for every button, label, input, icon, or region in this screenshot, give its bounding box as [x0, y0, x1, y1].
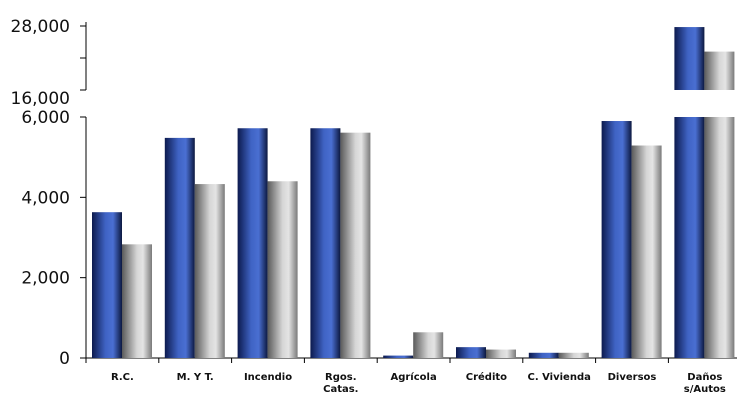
- y-tick-label: 6,000: [21, 108, 70, 128]
- x-tick-label: Agrícola: [390, 371, 436, 383]
- x-tick-label: R.C.: [111, 372, 134, 383]
- labels: R.C. M. Y T. Incendio Rgos.Catas. Agrícola Cr…: [111, 371, 726, 393]
- axis-break: [76, 92, 737, 115]
- bar: [310, 128, 341, 358]
- y-tick-label: 0: [59, 349, 70, 369]
- bar: [413, 332, 444, 358]
- x-tick-label: Incendio: [244, 372, 292, 383]
- x-tick-label: Diversos: [608, 372, 657, 383]
- bar: [601, 121, 632, 359]
- bar: [486, 349, 516, 358]
- bar: [456, 347, 486, 358]
- x-tick-label: Catas.: [323, 384, 358, 393]
- x-tick-label: Rgos.: [325, 372, 356, 383]
- y-tick-label: 16,000: [11, 89, 70, 109]
- bar: [92, 212, 122, 358]
- bar: [340, 132, 371, 358]
- bar: [528, 352, 559, 358]
- y-tick-label: 28,000: [11, 17, 70, 37]
- x-tick-label: s/Autos: [684, 384, 726, 393]
- bar: [267, 181, 298, 358]
- bar: [674, 27, 705, 90]
- bar: [674, 117, 705, 358]
- y-tick-label: 2,000: [21, 269, 70, 289]
- y-tick-label: 4,000: [21, 188, 70, 208]
- x-tick-label: C. Vivienda: [528, 372, 591, 383]
- bar: [122, 244, 152, 358]
- x-tick-label: Daños: [687, 372, 722, 383]
- bar: [237, 128, 268, 358]
- bar: [704, 117, 735, 358]
- bar: [558, 352, 589, 358]
- x-tick-label: Crédito: [466, 371, 507, 383]
- bars: [92, 27, 735, 359]
- x-tick-label: M. Y T.: [177, 372, 214, 383]
- bar: [383, 355, 414, 358]
- bar: [704, 51, 735, 90]
- bar: [194, 184, 225, 358]
- bar: [631, 145, 662, 358]
- bar: [164, 137, 195, 358]
